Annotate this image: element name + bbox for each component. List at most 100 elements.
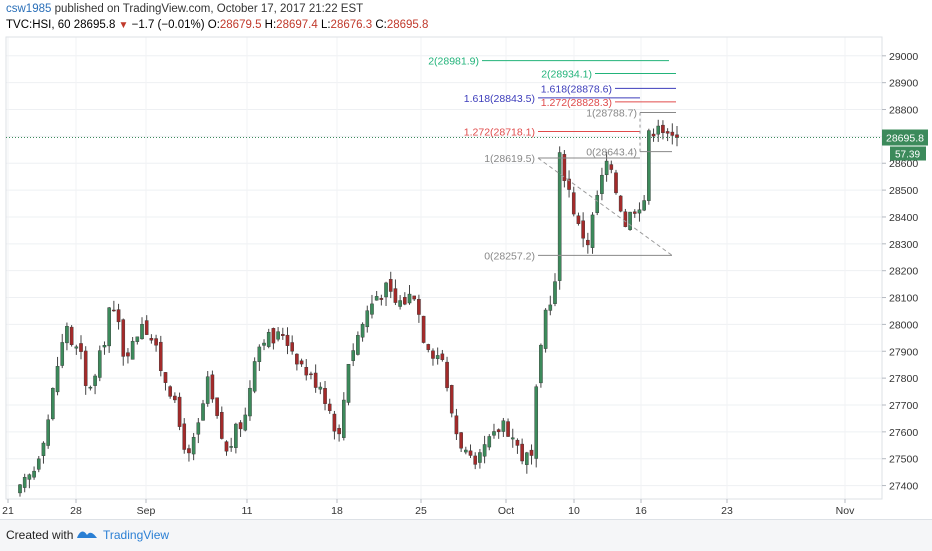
x-tick-label: 18 — [331, 505, 343, 517]
candle-body — [252, 361, 257, 392]
candle-body — [126, 352, 130, 357]
candle-body — [271, 328, 276, 344]
fibonacci-drawings: 2(28981.9) 2(28934.1) 1.618(28878.6) 1.618(… — [428, 56, 676, 262]
candle-body — [224, 441, 229, 452]
fib-level-label: 0(28257.2) — [484, 250, 535, 262]
candle-body — [281, 334, 285, 336]
candle-body — [83, 350, 88, 386]
candle-body — [93, 375, 97, 386]
candle-body — [510, 437, 515, 440]
candle-body — [41, 442, 46, 456]
candle-body — [168, 386, 172, 397]
candle-body — [32, 470, 36, 478]
candle-body — [529, 449, 534, 456]
candle-body — [651, 133, 656, 137]
candle-body — [65, 326, 69, 344]
publication-line: csw1985 published on TradingView.com, Oc… — [6, 3, 363, 15]
candle-body — [299, 360, 304, 365]
price-axis[interactable]: 2900028900288002870028600285002840028300… — [882, 51, 918, 493]
last-price-badge — [882, 129, 928, 146]
candle-body — [487, 436, 492, 448]
candle-body — [675, 134, 679, 138]
y-tick-label: 28200 — [889, 266, 918, 278]
candle-body — [506, 421, 510, 437]
candle-body — [515, 439, 520, 446]
candle-body — [388, 279, 393, 292]
candle-body — [173, 395, 177, 401]
x-tick-label: Oct — [498, 505, 514, 517]
ohlc-legend: TVC:HSI, 60 28695.8 ▼ −1.7 (−0.01%) O:28… — [6, 19, 428, 31]
close-value: 28695.8 — [386, 19, 429, 31]
candle-body — [571, 192, 576, 215]
x-tick-label: 25 — [415, 505, 427, 517]
candle-body — [79, 343, 83, 352]
candle-body — [665, 131, 670, 134]
candle-body — [534, 386, 539, 459]
candle-body — [557, 152, 562, 281]
candle-body — [492, 431, 496, 436]
candle-body — [642, 200, 646, 211]
candle-body — [36, 458, 41, 470]
candle-body — [276, 331, 280, 340]
x-tick-label: 23 — [721, 505, 733, 517]
candle-body — [337, 428, 341, 435]
y-tick-label: 28800 — [889, 105, 918, 117]
candle-body — [393, 288, 398, 303]
y-tick-label: 27900 — [889, 346, 918, 358]
tradingview-logo-icon[interactable] — [76, 527, 98, 541]
candle-body — [590, 214, 595, 248]
x-tick-label: 28 — [70, 505, 82, 517]
candle-body — [496, 429, 501, 433]
symbol-label[interactable]: TVC:HSI, 60 — [6, 19, 71, 31]
fib-level-label: 1.272(28828.3) — [541, 97, 612, 109]
candle-body — [656, 125, 661, 135]
candle-body — [548, 304, 553, 311]
last-price-badge-label: 28695.8 — [886, 133, 924, 145]
candle-body — [342, 399, 346, 438]
price-change: −1.7 (−0.01%) — [131, 19, 205, 31]
candle-body — [102, 345, 107, 348]
created-with-text: Created with — [6, 528, 74, 542]
y-tick-label: 28300 — [889, 239, 918, 251]
candle-body — [539, 344, 543, 384]
y-tick-label: 28000 — [889, 319, 918, 331]
candle-body — [473, 455, 478, 465]
candle-body — [238, 422, 243, 430]
x-tick-label: Sep — [137, 505, 156, 517]
fib-level-label: 1.618(28878.6) — [541, 83, 612, 95]
candle-body — [623, 211, 628, 227]
candle-body — [374, 296, 379, 301]
y-tick-label: 28600 — [889, 158, 918, 170]
fib-level-label: 2(28934.1) — [541, 69, 592, 81]
candle-body — [435, 355, 440, 359]
candle-body — [562, 154, 567, 181]
candle-body — [74, 346, 79, 349]
candle-body — [144, 320, 149, 335]
candle-body — [525, 452, 529, 465]
fib-level-label: 0(28643.4) — [586, 147, 637, 159]
candle-body — [412, 295, 417, 300]
candle-body — [262, 342, 266, 346]
candle-body — [205, 376, 210, 404]
candle-body — [116, 309, 121, 323]
candle-body — [191, 436, 196, 455]
high-label: H: — [264, 19, 277, 31]
close-label: C: — [375, 19, 387, 31]
volume-badge — [890, 146, 926, 161]
x-tick-label: 21 — [2, 505, 14, 517]
candle-body — [135, 336, 140, 342]
candle-body — [595, 195, 600, 213]
price-chart[interactable]: 2(28981.9) 2(28934.1) 1.618(28878.6) 1.618(… — [0, 0, 932, 519]
candle-body — [576, 215, 581, 224]
candle-body — [196, 422, 201, 435]
time-axis[interactable]: 21 28 Sep 11 18 25 Oct 10 16 23 Nov — [2, 499, 855, 517]
down-arrow-icon: ▼ — [118, 20, 129, 31]
candle-body — [614, 172, 618, 194]
author-link[interactable]: csw1985 — [6, 3, 52, 15]
candle-body — [210, 374, 215, 400]
candle-body — [177, 396, 182, 427]
candle-body — [647, 130, 651, 201]
fib-level-label: 1(28788.7) — [586, 108, 637, 120]
candle-body — [318, 386, 323, 390]
tradingview-link[interactable]: TradingView — [103, 528, 170, 542]
